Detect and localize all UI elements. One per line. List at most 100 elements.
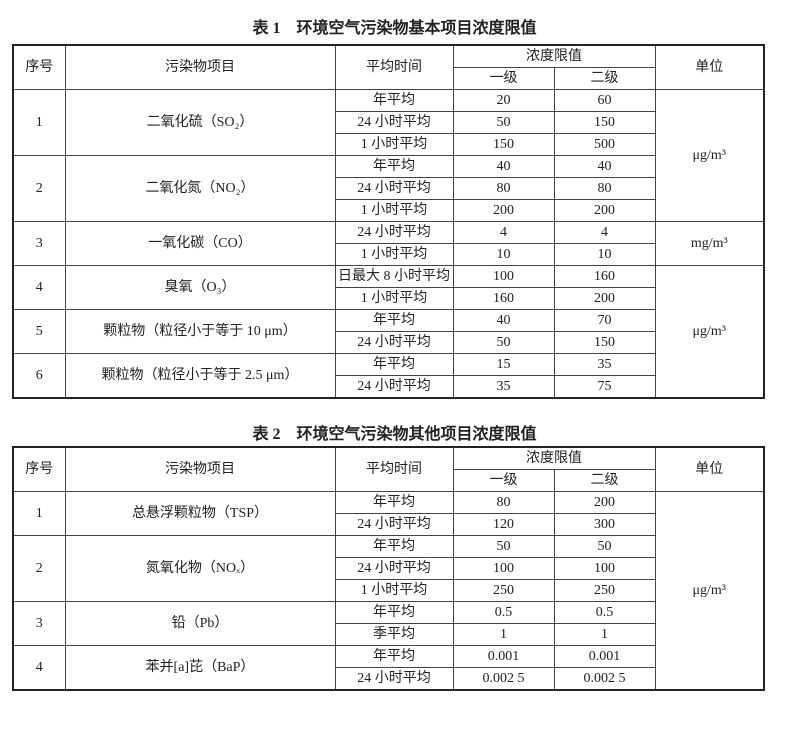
header-cell: 一级 [452,67,555,90]
row-number: 2 [12,535,66,602]
grade-2-limit: 1 [553,623,656,646]
data-row: 2 二氧化氮（NO₂） 年平均 40 40 [12,155,764,222]
data-row: 1 小时平均 200 200 [13,199,764,222]
averaging-period: 24 小时平均 [334,667,454,691]
averaging-period: 24 小时平均 [334,557,454,580]
grade-2-limit: 250 [553,579,656,602]
grade-1-limit: 250 [452,579,555,602]
data-row: 2 氮氧化物（NOₓ） 年平均 50 50 [12,535,764,602]
pollutant: 臭氧（O₃） [64,265,336,310]
grade-1-limit: 15 [452,353,555,376]
grade-2-limit: 150 [553,111,656,134]
grade-1-limit: 20 [452,89,555,112]
unit: μg/m³ [654,89,765,222]
pollutant: 颗粒物（粒径小于等于 10 μm） [64,309,336,354]
grade-1-limit: 0.5 [452,601,555,624]
grade-1-limit: 50 [452,111,555,134]
grade-1-limit: 1 [452,623,555,646]
data-row: 5 颗粒物（粒径小于等于 10 μm） 年平均 40 70 [12,309,764,354]
grade-2-limit: 70 [553,309,656,332]
data-row: 24 小时平均 80 80 [13,177,764,200]
data-row: 1 二氧化硫（SO₂） 年平均 20 60 μg/m³ [12,89,765,222]
grade-2-limit: 500 [553,133,656,156]
grade-2-limit: 300 [553,513,656,536]
averaging-period: 年平均 [334,601,454,624]
header-cell: 二级 [553,67,656,90]
grade-1-limit: 0.002 5 [452,667,555,691]
averaging-period: 年平均 [334,535,454,558]
row-number: 4 [12,265,66,310]
grade-2-limit: 80 [553,177,656,200]
row-number: 3 [12,221,66,266]
averaging-period: 年平均 [334,89,454,112]
grade-1-limit: 200 [452,199,555,222]
averaging-period: 年平均 [334,491,454,514]
header-cell: 一级 [452,469,555,492]
data-row: 1 小时平均 160 200 [13,287,764,310]
grade-2-limit: 200 [553,287,656,310]
grade-1-limit: 100 [452,557,555,580]
averaging-period: 1 小时平均 [334,579,454,602]
row-number: 2 [12,155,66,222]
grade-2-limit: 10 [553,243,656,266]
unit: mg/m³ [654,221,765,266]
data-row: 6 颗粒物（粒径小于等于 2.5 μm） 年平均 15 35 [12,353,764,399]
averaging-period: 年平均 [334,155,454,178]
row-number: 1 [12,89,66,156]
data-table: 序号 污染物项目 平均时间 浓度限值 单位 一级 二级 1 二氧化硫（SO₂） 年平均 20 60 μg… [12,44,765,399]
grade-2-limit: 0.001 [553,645,656,668]
grade-2-limit: 50 [553,535,656,558]
averaging-period: 24 小时平均 [334,177,454,200]
header-cell: 污染物项目 [64,446,336,492]
data-row: 1 小时平均 10 10 [13,243,764,266]
averaging-period: 年平均 [334,309,454,332]
grade-2-limit: 60 [553,89,656,112]
averaging-period: 1 小时平均 [334,287,454,310]
header-cell: 单位 [654,44,765,90]
grade-2-limit: 160 [553,265,656,288]
grade-1-limit: 4 [452,221,555,244]
averaging-period: 1 小时平均 [334,199,454,222]
grade-2-limit: 35 [553,353,656,376]
header-cell: 浓度限值 [452,446,656,470]
grade-1-limit: 50 [452,331,555,354]
pollutant: 苯并[a]芘（BaP） [64,645,336,691]
header-cell: 浓度限值 [452,44,656,68]
data-row: 4 臭氧（O₃） 日最大 8 小时平均 100 160 μg/m³ [12,265,765,399]
averaging-period: 24 小时平均 [334,513,454,536]
grade-1-limit: 80 [452,491,555,514]
row-number: 3 [12,601,66,646]
grade-1-limit: 50 [452,535,555,558]
header-cell: 平均时间 [334,446,454,492]
grade-1-limit: 0.001 [452,645,555,668]
data-row: 1 小时平均 250 250 [13,579,764,602]
pollutant: 二氧化硫（SO₂） [64,89,336,156]
data-row: 3 铅（Pb） 年平均 0.5 0.5 [12,601,764,646]
averaging-period: 24 小时平均 [334,331,454,354]
data-row: 1 总悬浮颗粒物（TSP） 年平均 80 200 μg/m³ [12,491,765,691]
grade-2-limit: 0.5 [553,601,656,624]
averaging-period: 1 小时平均 [334,133,454,156]
grade-2-limit: 40 [553,155,656,178]
data-table: 序号 污染物项目 平均时间 浓度限值 单位 一级 二级 1 总悬浮颗粒物（TSP） 年平均 80 20… [12,446,765,691]
grade-1-limit: 35 [452,375,555,399]
averaging-period: 24 小时平均 [334,221,454,244]
data-row: 24 小时平均 35 75 [13,375,764,399]
data-row: 24 小时平均 0.002 5 0.002 5 [13,667,764,691]
header-cell: 二级 [553,469,656,492]
averaging-period: 年平均 [334,645,454,668]
grade-2-limit: 75 [553,375,656,399]
header-cell: 污染物项目 [64,44,336,90]
averaging-period: 季平均 [334,623,454,646]
table-title: 表 1 环境空气污染物基本项目浓度限值 [252,20,537,37]
header-row: 序号 污染物项目 平均时间 浓度限值 单位 [12,446,765,492]
averaging-period: 24 小时平均 [334,375,454,399]
grade-2-limit: 200 [553,491,656,514]
data-row: 3 一氧化碳（CO） 24 小时平均 4 4 mg/m³ [12,221,765,266]
header-cell: 单位 [654,446,765,492]
pollutant: 二氧化氮（NO₂） [64,155,336,222]
pollutant: 氮氧化物（NOₓ） [64,535,336,602]
header-cell: 序号 [12,446,66,492]
data-row: 季平均 1 1 [13,623,764,646]
grade-1-limit: 40 [452,309,555,332]
